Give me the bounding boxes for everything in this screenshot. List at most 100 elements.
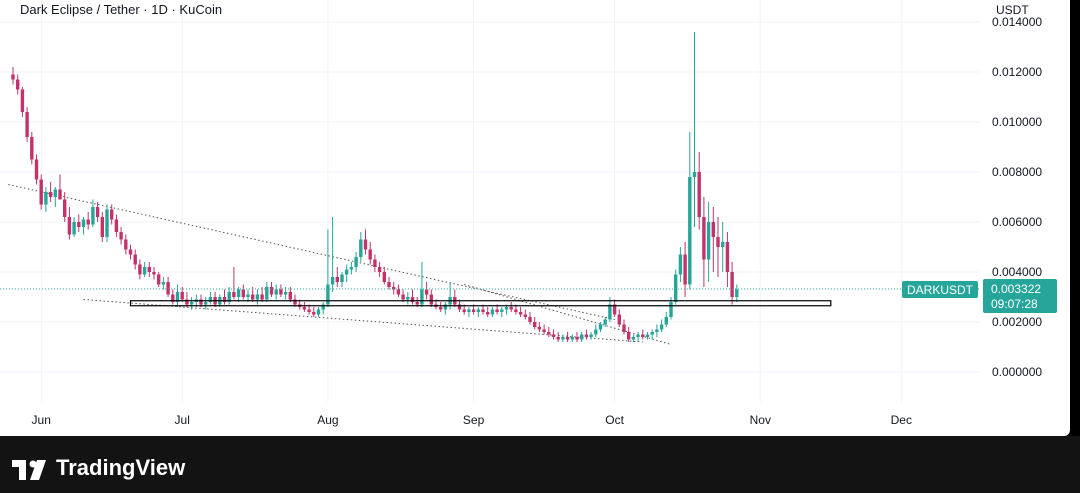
candle-body — [551, 334, 556, 337]
candle — [627, 327, 631, 342]
candle — [81, 217, 86, 235]
candle — [359, 232, 363, 262]
candle-body — [589, 334, 593, 337]
candle — [467, 307, 471, 317]
candle — [171, 289, 175, 305]
candle-body — [114, 219, 119, 232]
y-axis-tick-label: 0.002000 — [992, 315, 1042, 329]
candle-body — [345, 269, 349, 275]
candle-body — [63, 199, 67, 217]
candle-body — [415, 302, 419, 305]
candle — [114, 214, 119, 237]
candle-body — [603, 319, 607, 325]
x-axis-tick-label: Jun — [32, 413, 51, 427]
candle — [208, 292, 213, 305]
candle-body — [490, 309, 495, 315]
price-tag-value: 0.003322 — [991, 282, 1041, 296]
x-axis-tick-label: Oct — [605, 413, 624, 427]
candle — [185, 292, 189, 307]
candle-body — [547, 332, 551, 335]
candle-body — [674, 274, 678, 302]
candle — [575, 332, 579, 342]
candle-body — [147, 267, 151, 272]
candle-body — [580, 334, 584, 340]
candle — [528, 312, 532, 325]
candle-body — [100, 217, 104, 237]
candle — [349, 262, 354, 275]
x-axis-tick-label: Nov — [750, 413, 771, 427]
candle — [711, 207, 715, 272]
candle-body — [476, 309, 480, 312]
candle-body — [702, 217, 706, 260]
candle-body — [537, 327, 542, 330]
candle-body — [91, 207, 95, 225]
candle — [509, 302, 513, 312]
candle-body — [152, 272, 156, 275]
candle-body — [138, 264, 142, 275]
candle-body — [16, 79, 20, 90]
candle — [556, 332, 560, 342]
y-axis-tick-label: 0.000000 — [992, 365, 1042, 379]
candle — [110, 204, 114, 225]
candle-body — [561, 337, 565, 340]
candle-body — [716, 237, 720, 247]
candle — [725, 232, 730, 287]
candle — [213, 292, 217, 307]
candle — [124, 234, 128, 255]
candle-body — [457, 304, 462, 310]
candle — [147, 262, 151, 277]
candle — [561, 334, 565, 342]
symbol-tag-text: DARKUSDT — [907, 283, 974, 297]
candle — [222, 289, 227, 305]
candle-body — [326, 284, 330, 305]
candle — [105, 204, 109, 242]
candle — [255, 289, 260, 305]
chart-frame[interactable]: 0.000000 0.002000 0.004000 0.006000 0.008000… — [0, 0, 1070, 436]
candle-body — [279, 289, 283, 295]
candle — [706, 202, 711, 282]
candle-body — [467, 309, 471, 312]
candle — [354, 252, 358, 272]
candle — [363, 229, 368, 255]
candle — [236, 287, 241, 302]
candle — [161, 277, 166, 290]
candle-body — [481, 309, 485, 312]
candle-body — [377, 267, 382, 272]
candle-body — [67, 217, 72, 235]
candle-body — [227, 292, 231, 302]
candle — [735, 284, 739, 302]
candle-body — [523, 314, 527, 317]
price-chart[interactable]: 0.000000 0.002000 0.004000 0.006000 0.008000… — [0, 0, 1070, 436]
candle-body — [612, 304, 617, 315]
candle — [345, 264, 349, 282]
candle — [95, 202, 100, 222]
candle-body — [354, 257, 358, 267]
candle — [486, 307, 490, 317]
candles — [11, 32, 739, 342]
candle-body — [316, 309, 321, 315]
candle-body — [645, 334, 650, 337]
candle — [166, 277, 170, 297]
candle-body — [528, 317, 532, 322]
candle — [612, 299, 617, 317]
candle-body — [95, 207, 100, 217]
candle — [241, 284, 245, 300]
candle-body — [81, 219, 86, 227]
candle — [570, 334, 574, 342]
candle-body — [382, 272, 386, 282]
symbol-title: Dark Eclipse / Tether · 1D · KuCoin — [20, 2, 223, 17]
candle-body — [429, 294, 433, 305]
candle — [377, 262, 382, 277]
price-tag-background — [983, 278, 1057, 313]
y-axis-tick-label: 0.004000 — [992, 265, 1042, 279]
candle-body — [373, 259, 377, 267]
candle-body — [500, 309, 504, 312]
candle — [269, 282, 274, 297]
candle — [655, 324, 659, 337]
trendline — [8, 184, 615, 320]
candle — [542, 324, 546, 335]
candle — [260, 287, 264, 302]
candle — [142, 262, 147, 277]
y-axis-tick-label: 0.010000 — [992, 115, 1042, 129]
